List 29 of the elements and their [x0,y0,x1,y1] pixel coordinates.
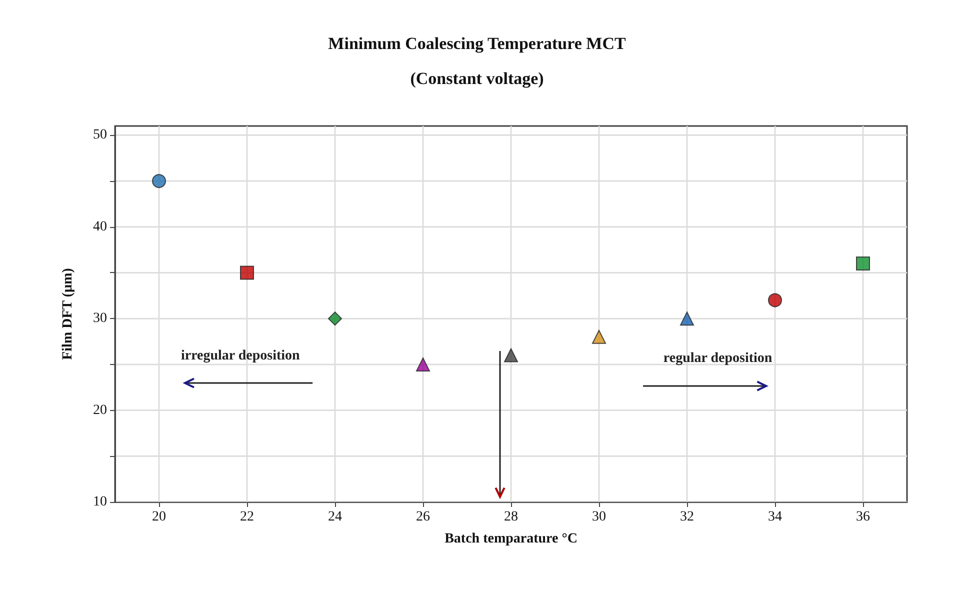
point [416,357,430,372]
x-tick-label: 34 [768,510,782,524]
point [328,312,342,326]
x-tick-label: 30 [592,510,606,524]
x-tick-label: 22 [240,510,254,524]
y-tick-label: 30 [93,311,107,326]
point [504,348,518,362]
x-tick-label: 28 [504,510,518,524]
chart-subtitle: (Constant voltage) [410,69,544,88]
chart-title: Minimum Coalescing Temperature MCT [328,34,626,53]
point [152,174,166,188]
annotation: irregular deposition [180,348,300,364]
x-tick-label: 24 [328,510,342,524]
y-tick-label: 20 [93,402,107,418]
point [240,266,254,280]
y-tick-label: 50 [93,128,107,143]
y-tick-label: 40 [93,219,107,234]
point [680,312,694,326]
x-axis-title: Batch temparature °C [444,532,578,546]
x-tick-label: 36 [856,510,870,524]
x-tick-label: 26 [416,510,430,524]
y-axis-title: Film DFT (µm) [60,268,76,360]
annotation: regular deposition [663,351,772,366]
x-tick-label: 32 [680,510,694,524]
y-tick-label: 10 [93,494,107,510]
point [592,330,606,344]
x-tick-label: 20 [152,510,166,524]
point [768,293,782,308]
point [856,256,870,271]
